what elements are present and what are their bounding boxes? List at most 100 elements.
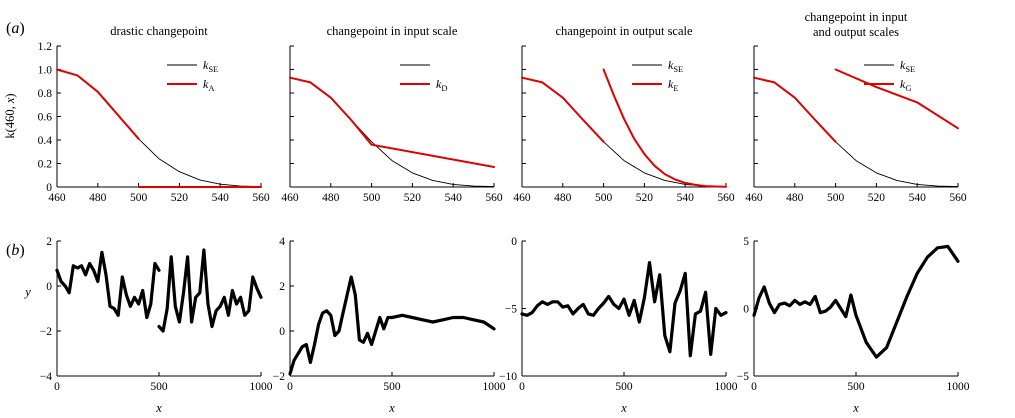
legend-label: kG xyxy=(900,77,911,93)
chart-title-line: and output scales xyxy=(813,25,899,39)
series-line xyxy=(56,69,262,188)
x-tick-label: 460 xyxy=(745,192,763,204)
x-tick-label: 0 xyxy=(751,381,757,393)
y-tick-label: 0.2 xyxy=(38,159,53,171)
chart-a-1: 460 480 500 520 540 560 0 0.2 0.4 0.6 0.8 1.0 1.2 dra… xyxy=(3,24,270,204)
chart-b-1: 0 500 1000 −4 −2 0 2 y x xyxy=(23,236,273,415)
x-tick-label: 500 xyxy=(595,192,613,204)
y-tick-label: 0 xyxy=(511,236,517,248)
legend-label: kSE xyxy=(900,58,915,74)
series-line xyxy=(288,275,496,376)
y-axis-label: k(460, x) xyxy=(3,93,17,138)
legend-label: kA xyxy=(203,77,215,93)
x-tick-label: 480 xyxy=(89,192,107,204)
y-tick-label: −2 xyxy=(40,326,52,338)
x-tick-label: 500 xyxy=(150,381,168,393)
y-tick-label: −2 xyxy=(273,371,285,383)
x-tick-label: 520 xyxy=(868,192,886,204)
x-tick-label: 540 xyxy=(677,192,695,204)
series-line xyxy=(520,261,728,358)
y-axis-label: y xyxy=(23,285,31,299)
y-tick-label: 0 xyxy=(46,182,52,194)
x-tick-label: 1000 xyxy=(250,381,273,393)
series-line xyxy=(157,248,263,333)
chart-title: changepoint in input scale xyxy=(327,24,458,38)
x-tick-label: 540 xyxy=(909,192,927,204)
series-line xyxy=(289,77,495,188)
series-line xyxy=(56,68,140,140)
y-tick-label: 0 xyxy=(743,304,749,316)
series-line xyxy=(521,76,605,143)
chart-a-3: 460 480 500 520 540 560 changepoint in output … xyxy=(513,24,735,204)
y-tick-label: −10 xyxy=(499,371,517,383)
series-line xyxy=(289,76,495,168)
chart-a-2: 460 480 500 520 540 560 changepoint in input s… xyxy=(281,24,503,204)
x-tick-label: 1000 xyxy=(715,381,738,393)
x-tick-label: 480 xyxy=(322,192,340,204)
chart-title: drastic changepoint xyxy=(110,24,208,38)
x-tick-label: 480 xyxy=(786,192,804,204)
x-tick-label: 520 xyxy=(636,192,654,204)
y-tick-label: 2 xyxy=(46,236,52,248)
x-tick-label: 560 xyxy=(252,192,270,204)
x-tick-label: 540 xyxy=(445,192,463,204)
chart-title-line: changepoint in input xyxy=(805,10,908,24)
y-tick-label: −5 xyxy=(505,304,517,316)
y-tick-label: 4 xyxy=(279,236,285,248)
x-tick-label: 500 xyxy=(363,192,381,204)
x-tick-label: 560 xyxy=(485,192,503,204)
y-tick-label: 5 xyxy=(743,236,749,248)
x-tick-label: 460 xyxy=(513,192,531,204)
series-line xyxy=(834,68,959,130)
legend-label: kD xyxy=(436,77,447,93)
legend-label: kE xyxy=(668,77,679,93)
x-tick-label: 560 xyxy=(717,192,735,204)
y-tick-label: 2 xyxy=(279,281,285,293)
legend-label: kSE xyxy=(203,58,218,74)
x-tick-label: 560 xyxy=(949,192,967,204)
x-tick-label: 1000 xyxy=(947,381,970,393)
y-tick-label: 0.8 xyxy=(38,88,53,100)
x-tick-label: 0 xyxy=(54,381,60,393)
series-line xyxy=(753,77,959,188)
y-tick-label: 1.0 xyxy=(38,65,53,77)
chart-title: changepoint in output scale xyxy=(555,24,693,38)
panel-label-a: (a) xyxy=(6,20,25,37)
plots: 460 480 500 520 540 56000.20.40.60.81.01.2dra… xyxy=(3,10,970,415)
x-tick-label: 500 xyxy=(615,381,633,393)
chart-b-3: 0 500 1000 −10 −5 0 x xyxy=(499,236,738,415)
legend-label: kSE xyxy=(668,58,683,74)
x-tick-label: 500 xyxy=(383,381,401,393)
y-tick-label: 0.6 xyxy=(38,112,53,124)
x-tick-label: 500 xyxy=(847,381,865,393)
y-tick-label: −5 xyxy=(737,371,749,383)
y-tick-label: 1.2 xyxy=(38,41,53,53)
chart-a-4: 460 480 500 520 540 560 changepoint in inputan… xyxy=(745,10,967,204)
x-tick-label: 0 xyxy=(519,381,525,393)
x-tick-label: 460 xyxy=(48,192,66,204)
y-tick-label: 0 xyxy=(46,281,52,293)
x-tick-label: 1000 xyxy=(483,381,506,393)
x-axis-label: x xyxy=(852,401,859,415)
x-tick-label: 480 xyxy=(554,192,572,204)
x-tick-label: 520 xyxy=(404,192,422,204)
x-tick-label: 540 xyxy=(212,192,230,204)
x-tick-label: 500 xyxy=(130,192,148,204)
y-tick-label: −4 xyxy=(40,371,52,383)
series-line xyxy=(55,250,161,320)
series-line xyxy=(753,76,837,143)
series-line xyxy=(602,68,727,188)
series-line xyxy=(752,244,960,359)
series-line xyxy=(521,77,727,188)
y-tick-label: 0 xyxy=(279,326,285,338)
x-axis-label: x xyxy=(388,401,395,415)
x-tick-label: 520 xyxy=(171,192,189,204)
x-tick-label: 0 xyxy=(287,381,293,393)
x-tick-label: 500 xyxy=(827,192,845,204)
x-axis-label: x xyxy=(620,401,627,415)
panel-label-b: (b) xyxy=(6,242,25,259)
x-tick-label: 460 xyxy=(281,192,299,204)
